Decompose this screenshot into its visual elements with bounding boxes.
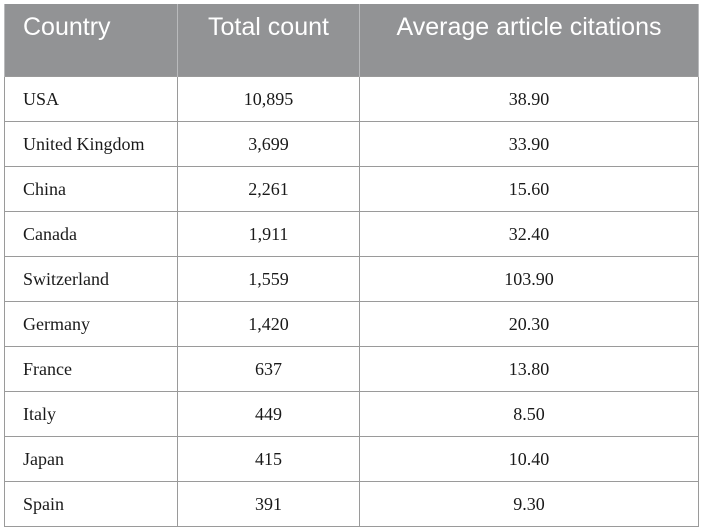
cell-average-citations: 8.50 [359,390,699,437]
cell-total-count: 1,559 [177,255,360,302]
table-row: Germany 1,420 20.30 [4,300,699,347]
table-row: United Kingdom 3,699 33.90 [4,120,699,167]
cell-country: France [4,345,178,392]
cell-total-count: 391 [177,480,360,527]
cell-total-count: 1,911 [177,210,360,257]
cell-total-count: 449 [177,390,360,437]
cell-average-citations: 33.90 [359,120,699,167]
cell-country: Italy [4,390,178,437]
table-row: Canada 1,911 32.40 [4,210,699,257]
cell-country: China [4,165,178,212]
header-country: Country [4,4,178,76]
cell-country: Switzerland [4,255,178,302]
cell-total-count: 415 [177,435,360,482]
cell-average-citations: 10.40 [359,435,699,482]
cell-country: USA [4,75,178,122]
table-header: Country Total count Average article cita… [4,4,699,76]
header-total-count: Total count [177,4,360,76]
table-row: China 2,261 15.60 [4,165,699,212]
cell-average-citations: 13.80 [359,345,699,392]
country-citations-table: Country Total count Average article cita… [4,4,699,527]
cell-total-count: 3,699 [177,120,360,167]
cell-country: Japan [4,435,178,482]
cell-average-citations: 20.30 [359,300,699,347]
table-body: USA 10,895 38.90 United Kingdom 3,699 33… [4,75,699,527]
cell-average-citations: 32.40 [359,210,699,257]
table-row: Switzerland 1,559 103.90 [4,255,699,302]
cell-total-count: 10,895 [177,75,360,122]
cell-total-count: 1,420 [177,300,360,347]
cell-total-count: 2,261 [177,165,360,212]
header-average-citations: Average article citations [359,4,699,76]
table-row: Italy 449 8.50 [4,390,699,437]
table-row: France 637 13.80 [4,345,699,392]
table-row: Spain 391 9.30 [4,480,699,527]
cell-country: Germany [4,300,178,347]
table-row: Japan 415 10.40 [4,435,699,482]
cell-average-citations: 38.90 [359,75,699,122]
cell-country: Canada [4,210,178,257]
cell-country: United Kingdom [4,120,178,167]
cell-average-citations: 9.30 [359,480,699,527]
table-row: USA 10,895 38.90 [4,75,699,122]
cell-average-citations: 103.90 [359,255,699,302]
header-row: Country Total count Average article cita… [4,4,699,76]
cell-country: Spain [4,480,178,527]
cell-average-citations: 15.60 [359,165,699,212]
country-citations-table-container: Country Total count Average article cita… [4,4,699,527]
cell-total-count: 637 [177,345,360,392]
